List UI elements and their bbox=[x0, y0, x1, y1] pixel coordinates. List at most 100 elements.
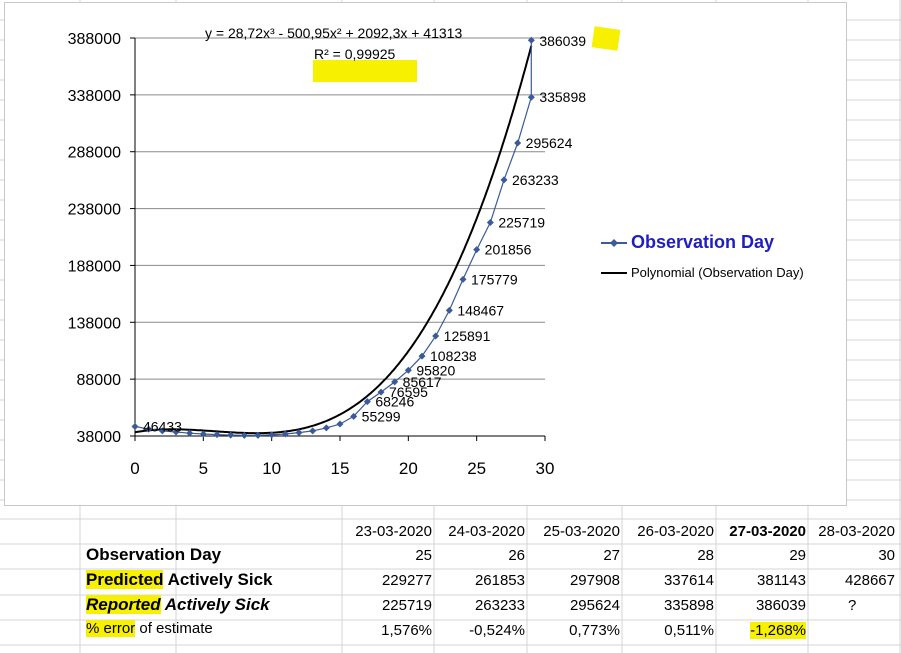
x-tick-label: 15 bbox=[331, 459, 350, 478]
data-point bbox=[254, 431, 262, 439]
table-cell: 229277 bbox=[381, 572, 432, 589]
scatter-chart: 38000 88000 138000 188000 238000 288000 338000… bbox=[68, 31, 587, 478]
table-cell: 381143 bbox=[757, 572, 806, 589]
data-point bbox=[227, 431, 235, 439]
data-point bbox=[404, 366, 412, 374]
table-cell: 29 bbox=[789, 547, 806, 564]
table-cell: 30 bbox=[878, 547, 895, 564]
table-cell: 386039 bbox=[755, 597, 806, 614]
x-tick-label: 25 bbox=[467, 459, 486, 478]
table-cell: 263233 bbox=[474, 597, 525, 614]
legend-label-polynomial: Polynomial (Observation Day) bbox=[631, 265, 804, 280]
data-point bbox=[281, 430, 289, 438]
table-cell: 25 bbox=[415, 547, 432, 564]
data-label: 175779 bbox=[471, 271, 518, 287]
data-point bbox=[486, 219, 494, 227]
legend-line-icon bbox=[601, 271, 627, 274]
row-label-highlight: % error bbox=[86, 620, 136, 637]
row-label: Predicted Actively Sick bbox=[86, 570, 272, 590]
x-tick-label: 0 bbox=[130, 459, 139, 478]
data-point bbox=[186, 429, 194, 437]
r-squared: R² = 0,99925 bbox=[314, 46, 396, 62]
x-tick-label: 10 bbox=[262, 459, 281, 478]
data-point bbox=[172, 428, 180, 436]
data-label: 68246 bbox=[375, 394, 414, 410]
data-label: 225719 bbox=[498, 215, 545, 231]
data-label: 201856 bbox=[485, 242, 532, 258]
table-cell: -0,524% bbox=[469, 622, 525, 639]
data-label: 295624 bbox=[526, 135, 573, 151]
y-tick-label: 38000 bbox=[77, 429, 122, 446]
row-label-text: Observation Day bbox=[86, 545, 222, 564]
x-tick-label: 30 bbox=[536, 459, 555, 478]
data-point bbox=[377, 388, 385, 396]
data-label: 148467 bbox=[457, 302, 504, 318]
data-point bbox=[418, 352, 426, 360]
table-cell: -1,268% bbox=[750, 622, 806, 639]
data-label: 263233 bbox=[512, 172, 559, 188]
data-point bbox=[514, 139, 522, 147]
data-label: 108238 bbox=[430, 348, 477, 364]
chart-panel[interactable]: 38000 88000 138000 188000 238000 288000 338000… bbox=[4, 2, 847, 506]
table-cell: 335898 bbox=[663, 597, 714, 614]
table-cell: 428667 bbox=[844, 572, 895, 589]
date-header: 23-03-2020 bbox=[355, 523, 432, 540]
legend-item-polynomial: Polynomial (Observation Day) bbox=[601, 265, 804, 280]
data-point bbox=[527, 93, 535, 101]
table-cell: 0,773% bbox=[569, 622, 620, 639]
data-point bbox=[527, 36, 535, 44]
highlight-r-squared bbox=[313, 60, 417, 82]
data-point bbox=[131, 422, 139, 430]
row-label-highlight: Predicted bbox=[86, 570, 164, 589]
table-cell: 28 bbox=[697, 547, 714, 564]
legend-label-observation-day: Observation Day bbox=[631, 232, 775, 252]
table-cell: 0,511% bbox=[664, 622, 714, 639]
y-tick-label: 188000 bbox=[68, 258, 121, 275]
data-point bbox=[432, 332, 440, 340]
x-tick-label: 20 bbox=[399, 459, 418, 478]
x-tick-label: 5 bbox=[199, 459, 208, 478]
y-tick-label: 388000 bbox=[68, 31, 121, 48]
row-label-highlight: Reported bbox=[86, 595, 161, 614]
data-point bbox=[199, 430, 207, 438]
data-label: 76595 bbox=[389, 384, 428, 400]
data-point bbox=[363, 398, 371, 406]
y-tick-label: 138000 bbox=[68, 315, 121, 332]
polynomial-trendline bbox=[134, 45, 533, 435]
data-point bbox=[473, 246, 481, 254]
row-label: Reported Actively Sick bbox=[86, 595, 270, 615]
date-header: 24-03-2020 bbox=[448, 523, 525, 540]
data-point bbox=[445, 306, 453, 314]
row-label: Observation Day bbox=[86, 545, 221, 565]
y-tick-label: 238000 bbox=[68, 202, 121, 219]
y-tick-label: 88000 bbox=[77, 372, 122, 389]
data-label: 46433 bbox=[143, 418, 182, 434]
table-cell: ? bbox=[848, 597, 857, 614]
data-label: 335898 bbox=[539, 89, 586, 105]
data-point bbox=[145, 425, 153, 433]
table-cell: 1,576% bbox=[381, 622, 432, 639]
table-cell: 261853 bbox=[474, 572, 525, 589]
data-point bbox=[459, 275, 467, 283]
trendline-equation: y = 28,72x³ - 500,95x² + 2092,3x + 41313 bbox=[205, 25, 463, 41]
observation-series-line bbox=[134, 40, 532, 437]
row-label: % error of estimate bbox=[86, 620, 213, 637]
date-header: 27-03-2020 bbox=[729, 523, 806, 540]
data-point bbox=[268, 431, 276, 439]
table-cell: 295624 bbox=[569, 597, 620, 614]
data-label-last: 386039 bbox=[539, 33, 586, 49]
row-label-text: Actively Sick bbox=[163, 570, 273, 589]
data-label: 125891 bbox=[444, 328, 491, 344]
legend-item-observation-day: Observation Day bbox=[601, 232, 774, 253]
data-point bbox=[391, 378, 399, 386]
data-label: 55299 bbox=[362, 408, 401, 424]
y-tick-label: 338000 bbox=[68, 88, 121, 105]
data-point bbox=[158, 427, 166, 435]
date-header: 26-03-2020 bbox=[637, 523, 714, 540]
row-label-text: Actively Sick bbox=[160, 595, 270, 614]
row-label-text: of estimate bbox=[135, 620, 213, 637]
data-point bbox=[336, 420, 344, 428]
data-label: 95820 bbox=[416, 362, 455, 378]
date-header: 25-03-2020 bbox=[543, 523, 620, 540]
table-cell: 337614 bbox=[663, 572, 714, 589]
